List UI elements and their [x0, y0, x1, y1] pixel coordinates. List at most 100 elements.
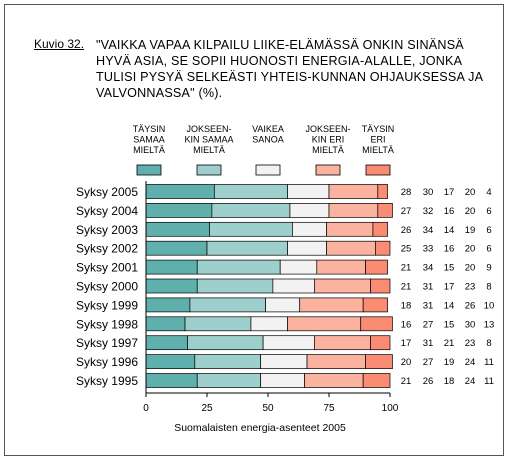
bar-segment — [370, 278, 391, 294]
bar-segment — [362, 297, 388, 313]
value-label: 13 — [484, 319, 495, 330]
value-label: 32 — [423, 206, 434, 217]
bar-segment — [287, 184, 330, 199]
legend-label-3: VAIKEA — [252, 124, 284, 134]
value-label: 8 — [486, 338, 491, 349]
bar-segment — [213, 184, 288, 199]
legend-swatch-1 — [136, 164, 162, 176]
value-label: 6 — [486, 206, 491, 217]
value-label: 21 — [401, 376, 412, 387]
bar-segment — [287, 316, 362, 332]
value-label: 27 — [401, 206, 412, 217]
bar-segment — [145, 278, 198, 294]
bar-segment — [196, 278, 274, 294]
bar-segment — [314, 335, 371, 351]
value-label: 14 — [444, 225, 455, 236]
category-label: Syksy 1998 — [76, 317, 138, 331]
bar-segment — [377, 184, 388, 199]
value-label: 21 — [401, 282, 412, 293]
value-label: 34 — [423, 263, 434, 274]
legend-swatch-3 — [255, 164, 281, 176]
value-label: 20 — [401, 357, 412, 368]
bar-segment — [375, 240, 391, 256]
bar-segment — [306, 354, 366, 369]
value-label: 6 — [486, 244, 491, 255]
bar-segment — [362, 373, 391, 388]
value-label: 20 — [465, 206, 476, 217]
value-label: 6 — [486, 225, 491, 236]
bar-segment — [184, 316, 252, 332]
value-label: 33 — [423, 244, 434, 255]
x-tick-label: 100 — [382, 403, 399, 414]
legend-label-1: TÄYSIN — [133, 124, 166, 134]
value-label: 4 — [486, 187, 491, 198]
value-label: 18 — [444, 376, 455, 387]
value-label: 17 — [444, 282, 455, 293]
value-label: 27 — [423, 319, 434, 330]
legend-swatch-2 — [196, 164, 222, 176]
value-label: 30 — [423, 187, 434, 198]
value-label: 11 — [484, 357, 494, 368]
category-label: Syksy 1995 — [76, 374, 138, 388]
category-label: Syksy 2003 — [76, 223, 138, 237]
value-label: 31 — [423, 338, 434, 349]
category-label: Syksy 2004 — [76, 204, 138, 218]
value-label: 15 — [444, 263, 455, 274]
bar-segment — [365, 354, 393, 369]
value-label: 26 — [423, 376, 434, 387]
value-label: 28 — [401, 187, 412, 198]
bar-segment — [377, 203, 393, 218]
value-label: 10 — [484, 300, 495, 311]
bar-segment — [187, 335, 264, 351]
bar-segment — [206, 240, 288, 256]
legend-label-1: SAMAA — [133, 135, 165, 145]
bar-segment — [299, 297, 364, 313]
value-label: 34 — [423, 225, 434, 236]
bar-segment — [145, 316, 186, 332]
category-label: Syksy 2002 — [76, 242, 138, 256]
value-label: 19 — [465, 225, 476, 236]
bar-segment — [326, 221, 374, 237]
value-label: 8 — [486, 282, 491, 293]
value-label: 16 — [444, 244, 455, 255]
figure-frame — [4, 4, 504, 456]
category-label: Syksy 1996 — [76, 355, 138, 369]
x-tick-label: 75 — [323, 403, 335, 414]
bar-segment — [316, 259, 366, 275]
bar-segment — [260, 373, 305, 388]
legend-label-4: KIN ERI — [312, 135, 345, 145]
bar-segment — [145, 259, 198, 275]
x-axis-caption: Suomalaisten energia-asenteet 2005 — [174, 422, 346, 434]
bar-segment — [287, 240, 327, 256]
value-label: 17 — [401, 338, 412, 349]
legend-swatch-4 — [315, 164, 341, 176]
x-tick-label: 50 — [262, 403, 274, 414]
value-label: 17 — [444, 187, 455, 198]
value-label: 20 — [465, 263, 476, 274]
bar-segment — [326, 240, 376, 256]
bar-segment — [360, 316, 393, 332]
bar-segment — [314, 278, 371, 294]
bar-segment — [189, 297, 266, 313]
bar-segment — [145, 240, 208, 256]
x-tick-label: 25 — [201, 403, 213, 414]
value-label: 18 — [401, 300, 412, 311]
value-label: 14 — [444, 300, 455, 311]
value-label: 27 — [423, 357, 434, 368]
bar-segment — [145, 335, 188, 351]
legend-label-2: JOKSEEN- — [186, 124, 231, 134]
value-label: 31 — [423, 282, 434, 293]
value-label: 25 — [401, 244, 412, 255]
bar-segment — [262, 335, 315, 351]
bar-segment — [365, 259, 388, 275]
value-label: 24 — [465, 376, 476, 387]
bar-segment — [260, 354, 308, 369]
value-label: 16 — [401, 319, 412, 330]
value-label: 20 — [465, 187, 476, 198]
value-label: 19 — [444, 357, 455, 368]
legend-swatch-5 — [365, 164, 391, 176]
value-label: 23 — [465, 338, 476, 349]
bar-segment — [250, 316, 288, 332]
value-label: 23 — [465, 282, 476, 293]
